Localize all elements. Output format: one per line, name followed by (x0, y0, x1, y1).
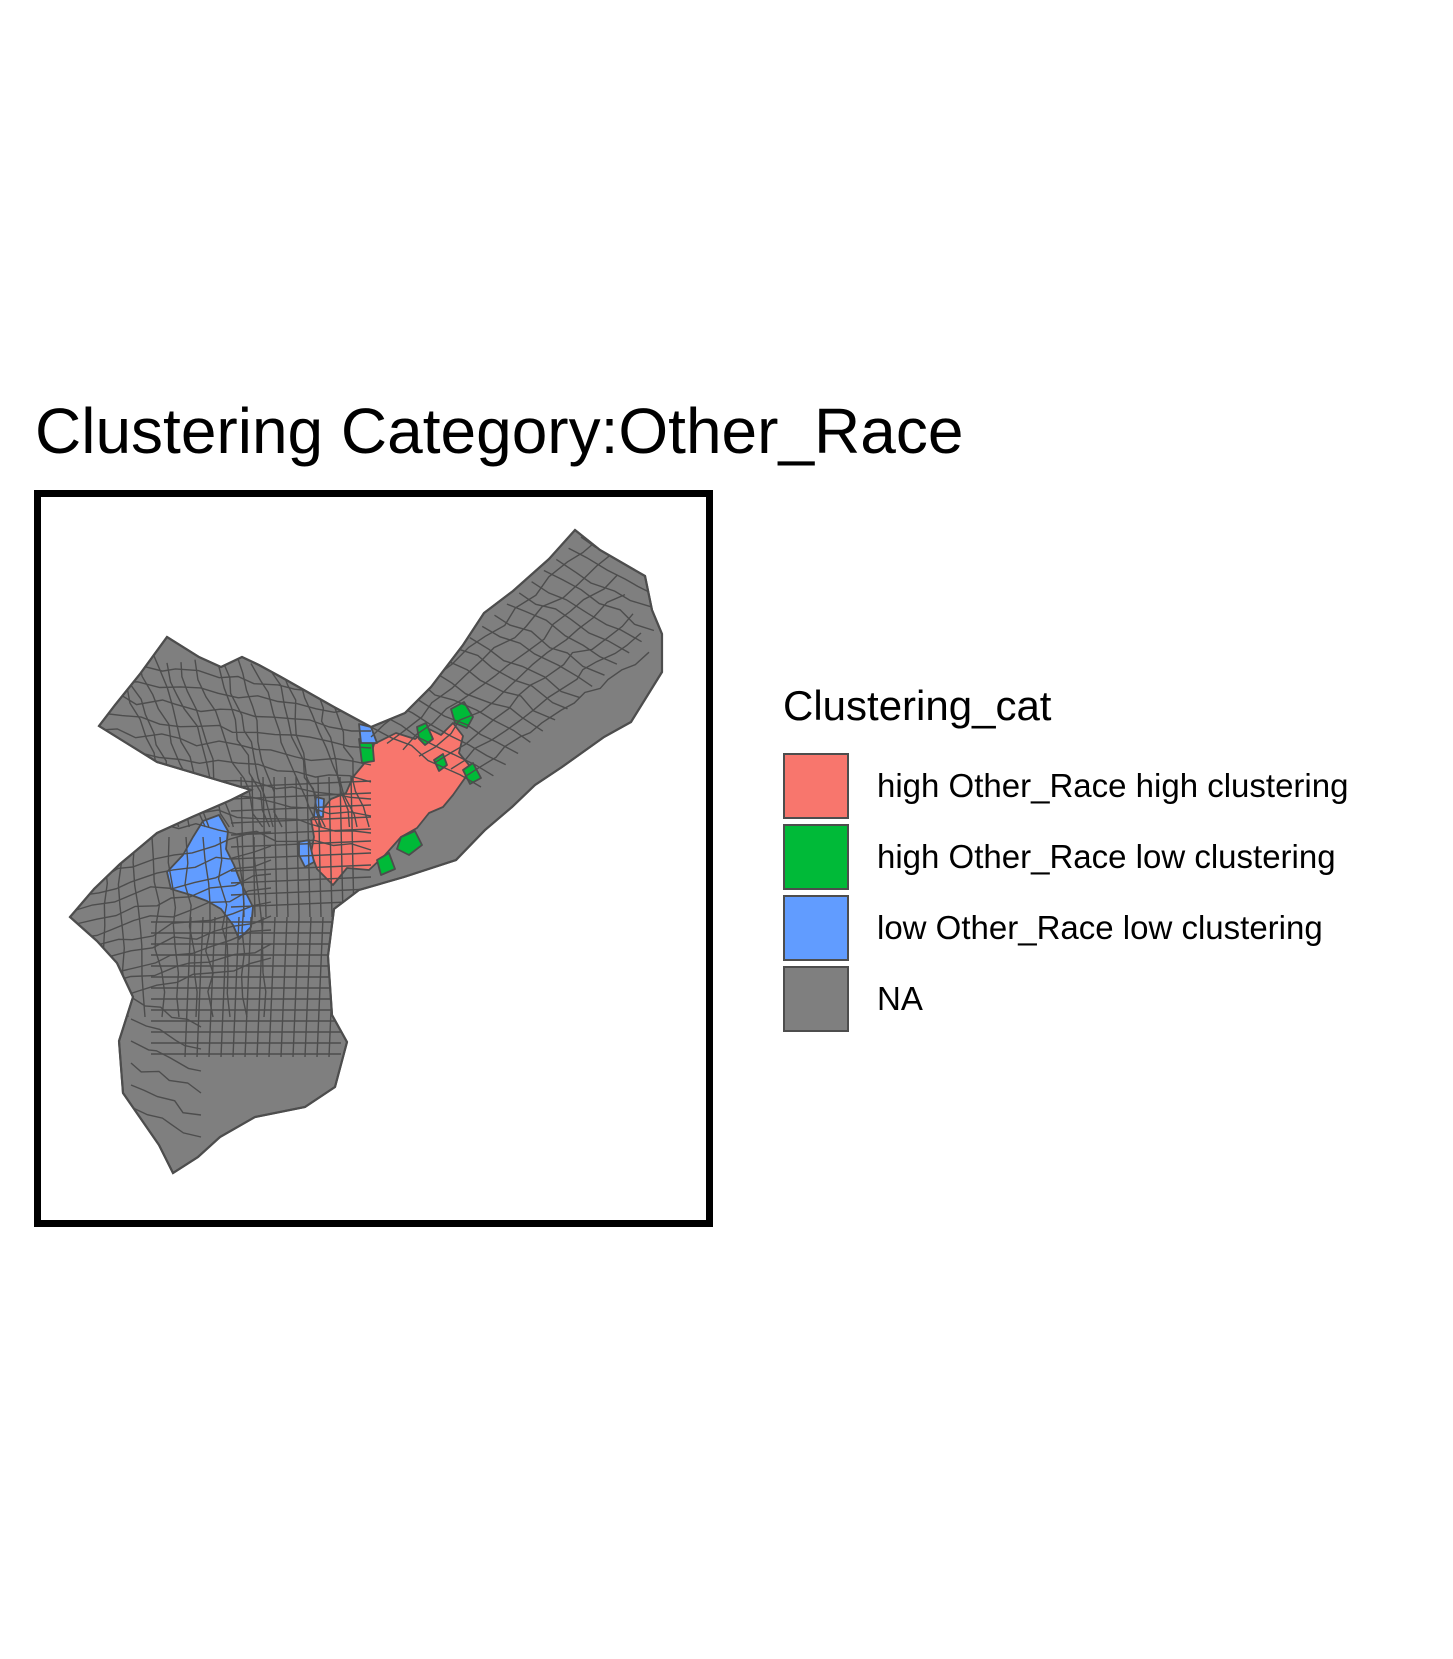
tract-boundary (531, 581, 642, 643)
tract-boundary (100, 746, 372, 783)
tract-boundary (292, 916, 300, 1058)
tract-boundary (457, 648, 568, 710)
tract-boundary (230, 876, 372, 884)
tract-boundary (328, 776, 333, 918)
tract-boundary (395, 703, 507, 766)
legend-swatch (783, 894, 849, 961)
tract-boundary (196, 916, 204, 1058)
tract-boundary (386, 555, 610, 744)
tract-boundary (130, 1106, 202, 1138)
tract-boundary (469, 637, 581, 699)
legend-label: high Other_Race low clustering (877, 837, 1336, 875)
tract-boundary (292, 665, 358, 828)
tract-boundary (100, 728, 372, 766)
tract-boundary (220, 916, 228, 1058)
tract-boundary (506, 603, 618, 665)
map-tract-boundaries (75, 536, 662, 1138)
tract-boundary (130, 1018, 202, 1050)
tract-boundary (75, 887, 272, 939)
tract-boundary (230, 792, 372, 800)
tract-boundary (100, 712, 372, 749)
legend-title: Clustering_cat (783, 682, 1052, 729)
map-low-low-regions (166, 723, 378, 940)
tract-boundary (232, 916, 240, 1058)
tract-boundary (132, 836, 146, 1018)
tract-boundary (304, 916, 312, 1058)
tract-boundary (130, 1084, 202, 1116)
legend-item-na: NA (783, 963, 1348, 1034)
legend-swatch (783, 823, 849, 890)
tract-boundary (402, 574, 618, 751)
tract-boundary (230, 816, 372, 824)
tract-boundary (184, 916, 192, 1058)
map-panel (34, 490, 713, 1227)
legend-label: low Other_Race low clustering (877, 908, 1323, 946)
tract-boundary (383, 715, 494, 777)
tract-boundary (434, 613, 634, 764)
tract-boundary (130, 996, 202, 1028)
tract-boundary (230, 852, 372, 860)
tract-boundary (419, 681, 531, 743)
tract-boundary (230, 888, 372, 896)
tract-boundary (236, 836, 248, 1018)
tract-boundary (217, 836, 231, 1018)
tract-boundary (370, 726, 482, 788)
tract-boundary (418, 593, 626, 757)
tract-boundary (100, 694, 371, 732)
map-high-high-regions (310, 722, 470, 886)
legend-label: high Other_Race high clustering (877, 766, 1349, 804)
tract-boundary (230, 780, 372, 788)
tract-boundary (444, 659, 556, 721)
tract-boundary (230, 864, 372, 872)
tract-boundary (256, 916, 264, 1058)
tract-boundary (568, 547, 662, 609)
tract-boundary (280, 916, 288, 1058)
tract-boundary (268, 916, 276, 1058)
tract-boundary (230, 828, 372, 836)
legend-item-low-low: low Other_Race low clustering (783, 892, 1348, 963)
tract-boundary (543, 569, 655, 632)
legend-item-high-low: high Other_Race low clustering (783, 821, 1348, 892)
legend: Clustering_cat high Other_Race high clus… (783, 680, 1348, 1034)
tract-boundary (244, 916, 252, 1058)
tract-boundary (230, 804, 372, 812)
tract-boundary (130, 1040, 202, 1072)
tract-boundary (230, 840, 372, 848)
tract-boundary (75, 845, 272, 897)
tract-boundary (295, 776, 300, 918)
legend-label: NA (877, 979, 923, 1017)
legend-item-high-high: high Other_Race high clustering (783, 750, 1348, 821)
tract-boundary (100, 678, 372, 715)
legend-swatch (783, 965, 849, 1032)
tract-boundary (75, 901, 272, 953)
tract-boundary (317, 776, 322, 918)
tract-boundary (518, 592, 630, 654)
tract-boundary (466, 651, 650, 776)
tract-boundary (284, 776, 289, 918)
tract-boundary (450, 632, 642, 770)
tract-boundary (151, 836, 166, 1018)
choropleth-map (68, 528, 664, 1175)
tract-boundary (208, 916, 216, 1058)
map-title: Clustering Category:Other_Race (35, 395, 964, 467)
tract-boundary (494, 614, 605, 676)
tract-boundary (339, 776, 344, 918)
tract-boundary (306, 776, 311, 918)
tract-boundary (202, 836, 214, 1018)
legend-swatch (783, 752, 849, 819)
tract-boundary (316, 916, 324, 1058)
tract-boundary (184, 836, 198, 1018)
tract-boundary (167, 836, 180, 1018)
tract-boundary (130, 1062, 202, 1094)
